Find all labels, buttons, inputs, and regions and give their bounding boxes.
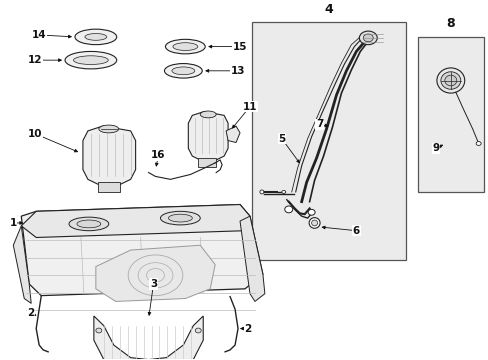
Text: 4: 4 [324, 3, 333, 15]
Ellipse shape [444, 75, 456, 86]
Text: 10: 10 [28, 129, 42, 139]
Text: 3: 3 [150, 279, 157, 289]
Ellipse shape [172, 67, 194, 75]
Text: 8: 8 [446, 17, 454, 30]
Text: 2: 2 [244, 324, 251, 334]
Ellipse shape [168, 214, 192, 222]
Text: 5: 5 [278, 134, 285, 144]
Text: 13: 13 [230, 66, 245, 76]
Ellipse shape [359, 31, 376, 45]
Ellipse shape [436, 68, 464, 93]
Ellipse shape [65, 51, 117, 69]
Text: 9: 9 [431, 143, 439, 153]
Polygon shape [83, 126, 135, 184]
Ellipse shape [73, 56, 108, 64]
Text: 16: 16 [151, 150, 165, 160]
Ellipse shape [281, 190, 285, 193]
Text: 11: 11 [242, 102, 257, 112]
Ellipse shape [475, 141, 480, 145]
Ellipse shape [96, 328, 102, 333]
Ellipse shape [85, 33, 106, 40]
Bar [417, 37, 483, 192]
Text: 6: 6 [352, 226, 359, 236]
Text: 1: 1 [10, 218, 17, 228]
Ellipse shape [200, 111, 216, 118]
Text: 14: 14 [32, 30, 46, 40]
Polygon shape [13, 226, 31, 303]
Ellipse shape [311, 220, 317, 226]
Ellipse shape [173, 43, 197, 50]
Polygon shape [94, 316, 203, 360]
Text: 2: 2 [27, 308, 35, 318]
Ellipse shape [363, 34, 372, 42]
Ellipse shape [308, 218, 320, 228]
Ellipse shape [75, 29, 117, 45]
Polygon shape [96, 245, 215, 301]
Polygon shape [240, 216, 264, 301]
Text: 15: 15 [232, 42, 247, 51]
Ellipse shape [284, 206, 292, 213]
Ellipse shape [99, 125, 119, 133]
Polygon shape [21, 204, 263, 296]
Ellipse shape [165, 39, 205, 54]
Ellipse shape [260, 190, 264, 194]
Ellipse shape [160, 211, 200, 225]
Text: 7: 7 [315, 119, 323, 129]
Polygon shape [21, 204, 249, 238]
Polygon shape [225, 126, 240, 143]
Ellipse shape [69, 217, 108, 231]
Bar [251, 22, 405, 260]
Ellipse shape [77, 220, 101, 228]
Polygon shape [188, 112, 227, 160]
Ellipse shape [440, 72, 460, 89]
Ellipse shape [164, 64, 202, 78]
Ellipse shape [195, 328, 201, 333]
Bar [198, 158, 216, 167]
Ellipse shape [307, 210, 314, 215]
Bar [98, 182, 120, 192]
Text: 12: 12 [28, 55, 42, 65]
